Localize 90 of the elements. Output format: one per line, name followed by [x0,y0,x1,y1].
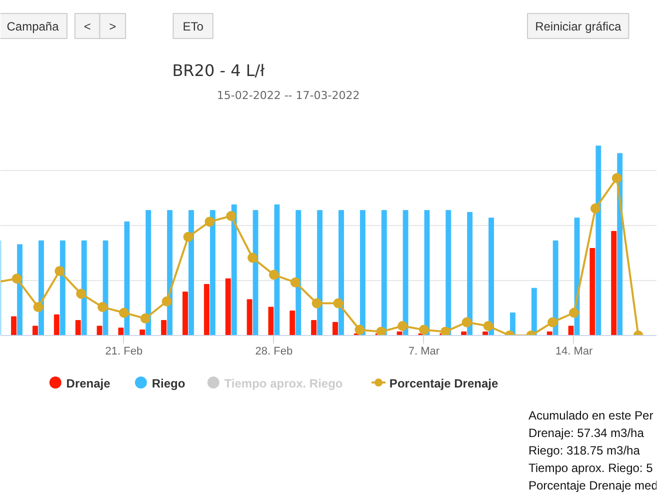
bar [210,210,216,336]
bar [590,248,596,336]
point [76,288,86,299]
bar [161,320,167,336]
point [98,302,108,312]
point [268,270,279,280]
bar [60,240,66,336]
point [140,313,150,324]
point [483,321,494,332]
bar [167,210,173,336]
point [548,317,558,328]
text: Riego: 318.75 m3/ha [528,444,640,458]
point [462,317,472,328]
bar [11,316,16,336]
bar [38,240,44,336]
bar [424,210,430,336]
point [568,308,579,318]
point [183,232,194,242]
bar [75,320,81,336]
bar [32,326,38,336]
bar [596,146,602,336]
point [354,324,365,335]
point [162,296,172,306]
bar [231,204,237,336]
bar [140,330,146,336]
bar [54,314,60,336]
bar [402,210,408,336]
bar [467,212,473,336]
point [312,298,322,308]
point [440,326,450,336]
bar [252,210,258,336]
text: Tiempo aprox. Riego: 5 [528,461,654,475]
bar [332,322,338,336]
bar [204,284,210,336]
bar [146,210,152,336]
bar [446,210,452,336]
text: Campaña [6,20,60,34]
bar [17,244,22,336]
point [418,324,429,335]
bar [118,328,124,336]
bar [182,292,188,336]
text: < [84,20,91,34]
bar [488,218,494,336]
legend-label: Drenaje [66,376,111,390]
bar [381,210,387,336]
bar [81,240,87,336]
point [290,277,300,288]
point [612,173,622,184]
bar [317,210,323,336]
bar [568,326,574,336]
point [376,326,386,336]
point [118,308,129,318]
text: ETo [182,20,204,34]
point [54,266,65,276]
x-tick-label: 7. Mar [408,346,440,358]
point [204,216,215,227]
bar [611,230,617,336]
bar [531,288,537,336]
point [333,298,344,308]
x-tick-label: 21. Feb [105,346,143,358]
bar [268,306,274,336]
bar [96,326,102,336]
point [590,203,600,214]
bar [124,221,130,336]
point [12,274,22,284]
bar [102,240,108,336]
point [248,252,258,263]
legend-label: Riego [152,376,186,390]
text: > [109,20,116,34]
bar [552,240,558,336]
x-tick-label: 14. Mar [555,346,593,358]
bar [246,299,252,336]
text: Acumulado en este Per [528,408,654,422]
point [398,321,408,332]
bar [360,210,366,336]
bar [188,210,194,336]
bar [311,320,317,336]
chart-title: BR20 - 4 L/ł [172,61,266,80]
bar [290,310,296,336]
x-tick-label: 28. Feb [255,346,293,358]
text: Drenaje: 57.34 m3/ha [528,426,644,440]
text: Reiniciar gráfica [535,20,622,34]
point [226,211,236,222]
point [33,302,44,312]
bar [225,278,231,336]
chart-subtitle: 15-02-2022 -- 17-03-2022 [216,89,360,102]
legend-label: Porcentaje Drenaje [389,376,498,390]
bar [296,210,302,336]
bar [274,204,280,336]
bar [338,210,344,336]
